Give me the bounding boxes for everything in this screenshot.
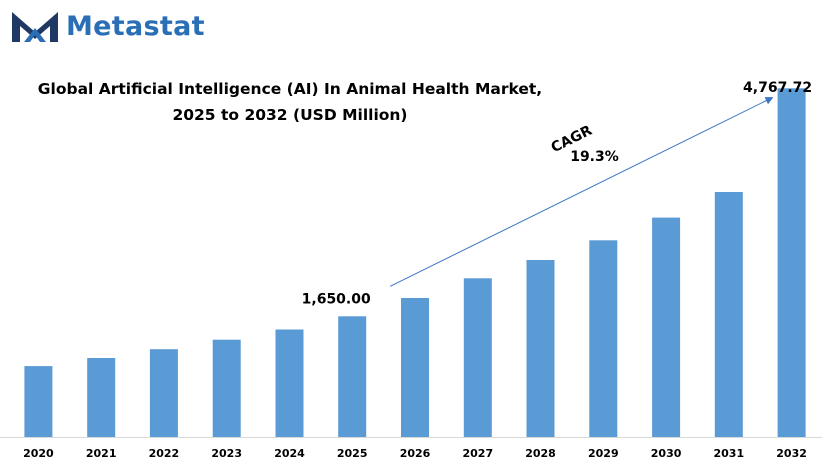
bar-2028 [526,260,555,437]
x-tick-label-2020: 2020 [23,447,54,460]
chart-title: Global Artificial Intelligence (AI) In A… [20,76,560,128]
x-tick-label-2029: 2029 [588,447,619,460]
bar-2030 [652,217,681,437]
bar-2031 [714,192,743,437]
x-tick-label-2023: 2023 [211,447,242,460]
x-tick-label-2026: 2026 [400,447,431,460]
x-tick-label-2022: 2022 [149,447,180,460]
bar-2026 [401,298,429,437]
x-tick-label-2025: 2025 [337,447,368,460]
x-tick-label-2027: 2027 [462,447,493,460]
bar-2023 [212,339,241,437]
bar-2025 [338,316,367,437]
bar-2021 [87,358,116,437]
bar-2027 [463,278,492,437]
data-label-2025: 1,650.00 [302,291,371,307]
cagr-arrow [389,97,774,287]
x-tick-label-2030: 2030 [651,447,682,460]
x-tick-label-2028: 2028 [525,447,556,460]
chart-title-line-2: 2025 to 2032 (USD Million) [172,106,408,124]
data-label-2032: 4,767.72 [743,80,812,96]
cagr-value: 19.3% [570,149,619,165]
bar-2022 [149,349,178,437]
bar-2024 [275,329,304,437]
x-tick-label-2032: 2032 [776,447,807,460]
x-tick-label-2031: 2031 [713,447,744,460]
brand-name: Metastat [66,10,205,42]
bar-2032 [777,88,806,438]
chart-title-line-1: Global Artificial Intelligence (AI) In A… [37,80,543,98]
bar-2020 [24,366,53,437]
metastat-logo-icon [12,12,58,42]
x-tick-label-2021: 2021 [86,447,117,460]
x-tick-label-2024: 2024 [274,447,305,460]
brand-logo: Metastat [10,6,205,46]
bar-2029 [589,240,618,437]
